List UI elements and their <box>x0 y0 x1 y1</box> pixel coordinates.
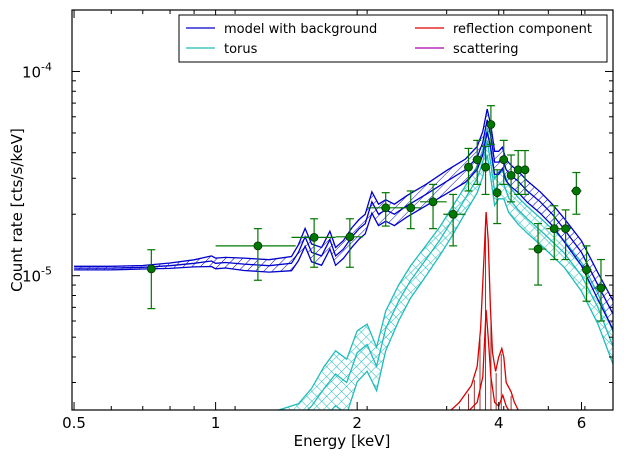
legend-label-model: model with background <box>224 22 377 37</box>
data-point-marker <box>520 165 530 175</box>
data-point <box>367 192 403 227</box>
data-point-marker <box>506 170 516 180</box>
plot-area <box>74 105 613 410</box>
legend: model with background reflection compone… <box>178 14 608 63</box>
y-tick-label: 10-4 <box>22 60 52 81</box>
reflection-curve <box>450 211 520 410</box>
data-point <box>528 222 547 286</box>
y-axis-label: Count rate [cts/s/keV] <box>8 128 26 292</box>
data-point <box>291 218 336 268</box>
legend-label-reflection: reflection component <box>453 22 592 37</box>
data-point <box>472 139 482 185</box>
x-tick-label: 2 <box>352 414 362 432</box>
legend-box <box>178 14 608 63</box>
data-point-marker <box>486 120 496 129</box>
data-point <box>464 147 473 192</box>
reflection-curve <box>468 309 510 410</box>
data-point <box>499 139 509 185</box>
data-point <box>571 171 582 215</box>
data-point-marker <box>561 224 570 234</box>
data-point <box>520 149 530 196</box>
band-fill <box>74 109 613 330</box>
data-point <box>560 209 572 261</box>
data-point-marker <box>492 188 502 198</box>
model-band <box>74 108 613 330</box>
data-points <box>146 105 608 322</box>
data-point <box>443 193 466 247</box>
legend-label-torus: torus <box>224 42 258 57</box>
x-tick-label: 4 <box>494 414 504 432</box>
data-point-marker <box>381 203 391 213</box>
data-point <box>506 154 516 203</box>
data-point <box>215 228 296 281</box>
band-lower-line <box>74 131 613 330</box>
data-point-marker <box>549 224 559 234</box>
band-lower-line <box>330 154 613 410</box>
band-fill <box>215 128 613 410</box>
data-point-marker <box>448 209 458 219</box>
axis-ticks: 0.5 1 2 4 6 10-5 10-4 <box>22 9 613 432</box>
x-axis-label: Energy [keV] <box>294 432 391 450</box>
data-point-marker <box>582 265 591 275</box>
reflection-component-line <box>450 211 520 410</box>
plot-frame <box>71 9 614 411</box>
data-point-marker <box>406 203 416 213</box>
data-point-marker <box>253 241 263 251</box>
data-point <box>486 105 496 145</box>
data-point <box>546 205 562 261</box>
data-point-marker <box>571 186 581 196</box>
data-point-marker <box>146 264 156 274</box>
data-point <box>335 218 364 268</box>
data-point-marker <box>596 283 606 293</box>
x-tick-label: 6 <box>577 414 587 432</box>
data-point <box>146 249 156 310</box>
data-point-marker <box>428 197 438 207</box>
y-tick-label: 10-5 <box>22 265 52 286</box>
data-point-marker <box>481 162 490 172</box>
band-upper-line <box>215 127 613 410</box>
band-center-line <box>306 140 613 410</box>
data-point <box>481 145 490 196</box>
band-center-line <box>74 119 613 315</box>
data-point-marker <box>345 232 355 242</box>
data-point <box>400 190 423 230</box>
data-point <box>492 169 502 225</box>
x-tick-label: 0.5 <box>62 414 86 432</box>
legend-label-scattering: scattering <box>453 42 519 57</box>
data-point-marker <box>464 162 473 172</box>
data-point <box>513 149 523 196</box>
data-point <box>581 245 592 302</box>
data-point <box>594 258 608 322</box>
data-point <box>419 183 447 230</box>
data-point-marker <box>309 233 319 242</box>
data-point-marker <box>472 155 482 165</box>
data-point-marker <box>533 244 543 254</box>
x-tick-label: 1 <box>211 414 221 432</box>
torus-band <box>215 127 613 410</box>
data-point-marker <box>499 155 509 165</box>
